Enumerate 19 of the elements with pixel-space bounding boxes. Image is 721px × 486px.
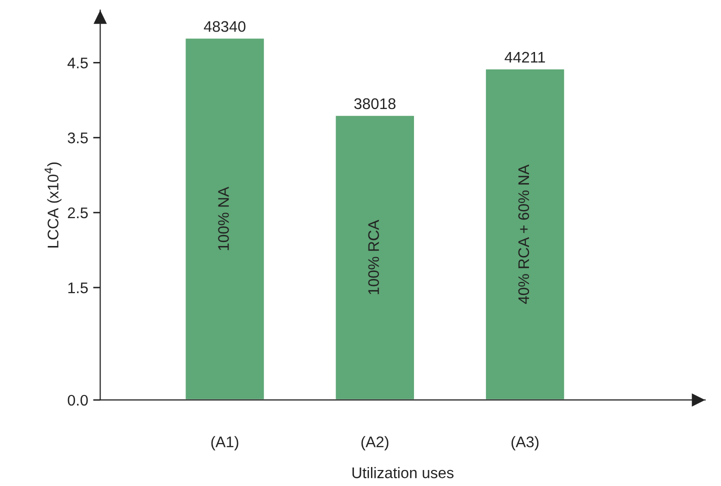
x-tick-label: (A1) [211,436,238,450]
annotation: 44211 [504,52,545,63]
y-tick-label: 1.5 [68,282,88,294]
annotation: 100% RCA [368,220,380,294]
y-tick-label: 3.5 [68,132,88,144]
y-tick-label: 0.0 [68,394,88,406]
annotation: 38018 [354,98,396,110]
annotation: 100% NA [218,186,229,250]
bar [334,114,416,400]
annotation: 40% RCA + 60% NA [518,164,530,304]
bar [484,68,566,400]
y-axis-title: LCCA (x10$^{4}$) [44,162,62,248]
annotation: 48340 [204,21,246,32]
x-axis-title: Utilization uses [352,466,454,478]
y-tick-label: 4.5 [68,58,88,68]
bar [184,37,266,400]
y-tick-label: 2.5 [68,207,88,218]
x-tick-label: (A2) [361,436,388,450]
x-tick-label: (A3) [512,436,538,450]
